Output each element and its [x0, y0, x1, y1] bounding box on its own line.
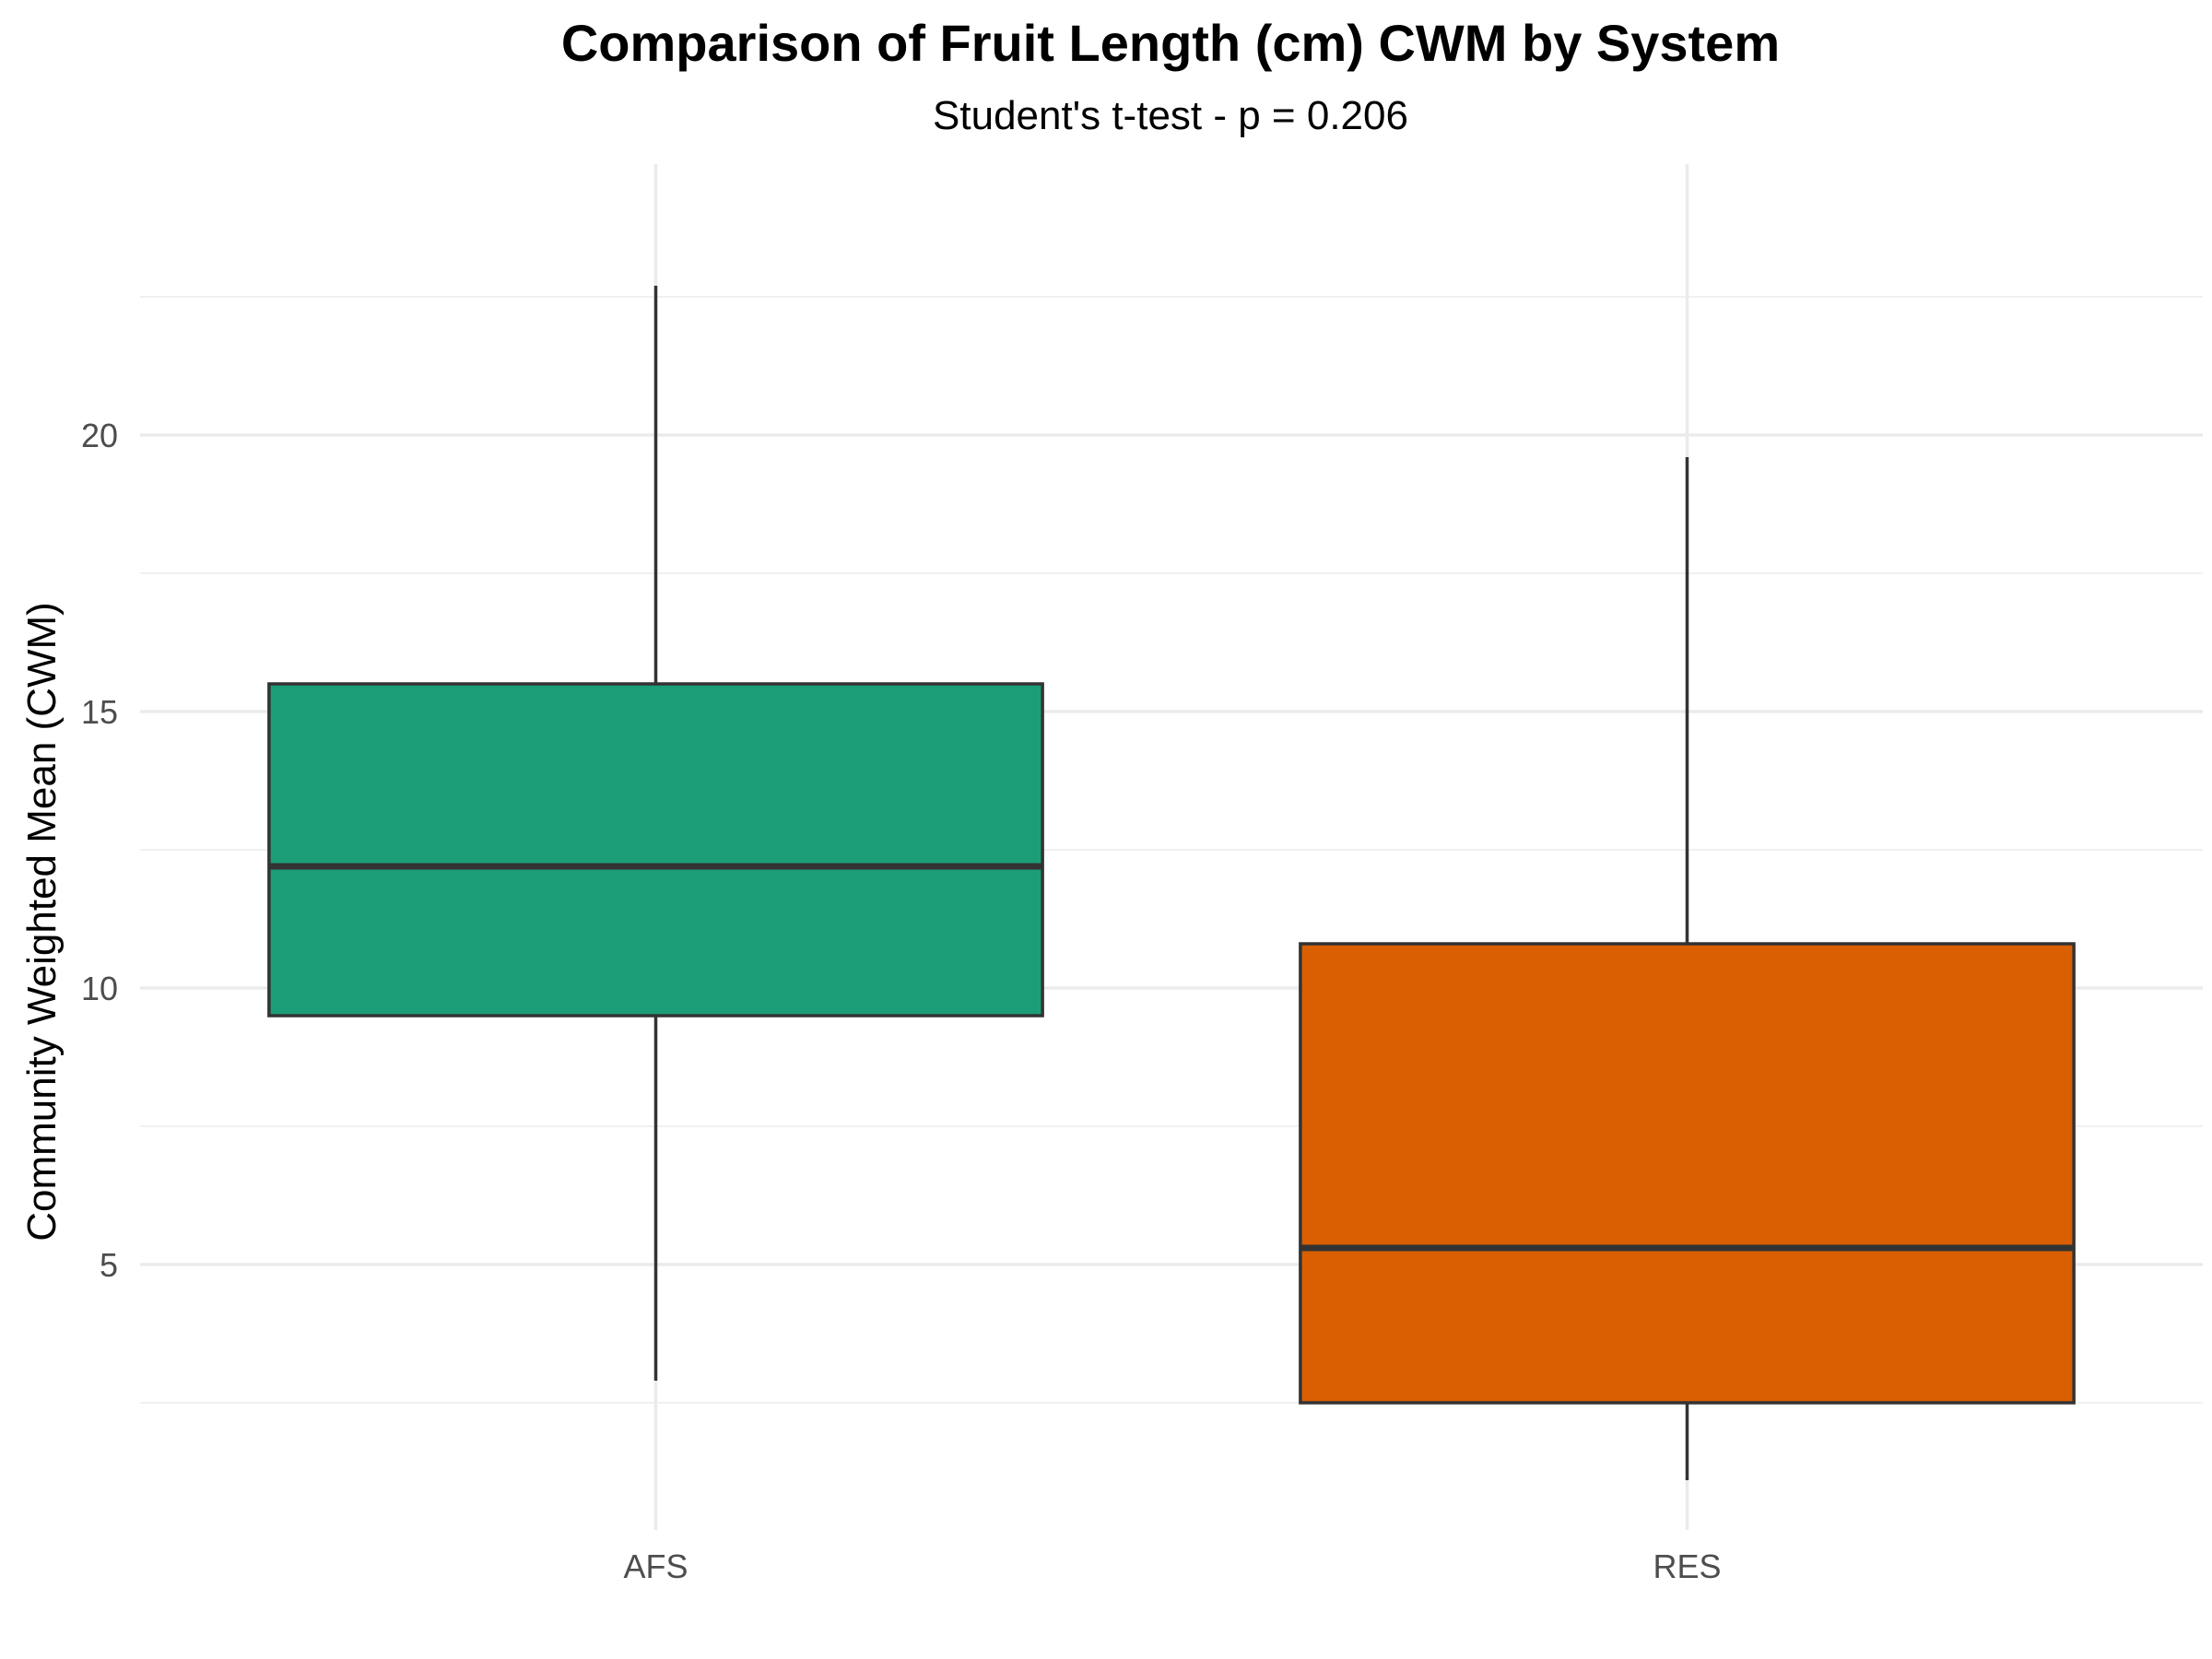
- y-tick-label: 20: [81, 417, 118, 454]
- x-tick-label: AFS: [623, 1547, 688, 1585]
- chart-title: Comparison of Fruit Length (cm) CWM by S…: [561, 14, 1780, 72]
- y-tick-label: 10: [81, 970, 118, 1007]
- box-res: [1299, 457, 2076, 1480]
- y-axis-label: Community Weighted Mean (CWM): [19, 602, 65, 1241]
- y-tick-label: 5: [100, 1246, 118, 1284]
- box-body: [1299, 942, 2076, 1405]
- boxes-layer: [267, 286, 2076, 1480]
- tick-labels: 5 10 15 20 AFS RES: [81, 417, 1722, 1585]
- box-body: [267, 682, 1044, 1018]
- y-tick-label: 15: [81, 693, 118, 731]
- box-afs: [267, 286, 1044, 1381]
- x-tick-label: RES: [1653, 1547, 1721, 1585]
- chart-subtitle: Student's t-test - p = 0.206: [933, 93, 1408, 138]
